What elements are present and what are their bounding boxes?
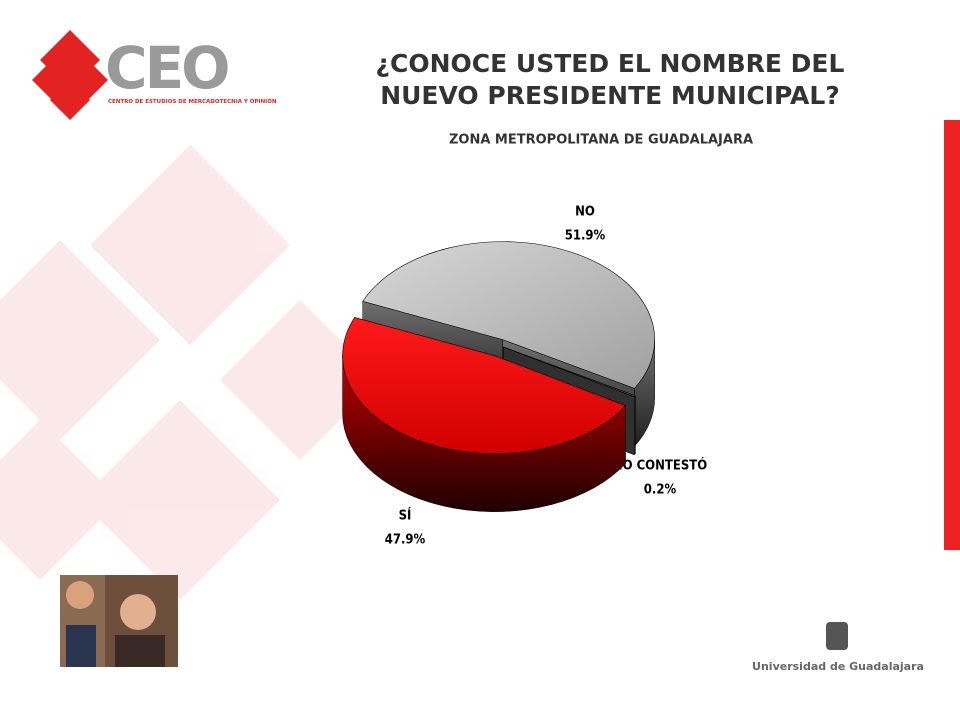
background-pattern — [0, 145, 380, 600]
title-box: ¿CONOCE USTED EL NOMBRE DEL NUEVO PRESID… — [375, 49, 845, 110]
slice — [342, 317, 627, 454]
value-label: 51.9% — [565, 229, 606, 244]
logo: CEO CENTRO DE ESTUDIOS DE MERCADOTECNIA … — [32, 30, 277, 120]
university-name: Universidad de Guadalajara — [752, 660, 924, 673]
slice-wall — [634, 395, 636, 456]
logo-name: CEO — [105, 34, 228, 102]
slice-label: NO — [575, 205, 595, 220]
logo-subtitle: CENTRO DE ESTUDIOS DE MERCADOTECNIA Y OP… — [108, 98, 277, 105]
slice-label: SÍ — [399, 508, 412, 524]
university-logo: Universidad de Guadalajara — [752, 622, 924, 673]
pie: NO 51.9% NO CONTESTÓ 0.2% SÍ 47.9% — [342, 205, 707, 548]
side-bar — [944, 120, 960, 550]
value-label: 0.2% — [644, 483, 677, 498]
value-label: 47.9% — [385, 533, 426, 548]
slice — [362, 241, 655, 389]
chart-title: ¿CONOCE USTED EL NOMBRE DEL NUEVO PRESID… — [375, 49, 845, 110]
slice-label: NO CONTESTÓ — [613, 458, 707, 474]
slice — [503, 346, 636, 398]
chart-subtitle: ZONA METROPOLITANA DE GUADALAJARA — [449, 133, 753, 148]
photos — [60, 575, 178, 667]
